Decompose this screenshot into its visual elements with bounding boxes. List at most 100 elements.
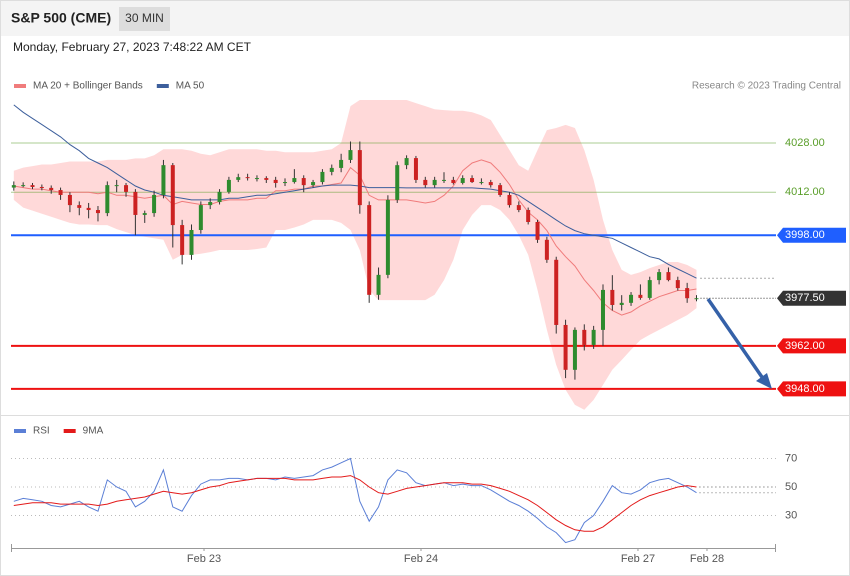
price-tag-label: 4028.00 bbox=[785, 137, 825, 149]
candle-body bbox=[236, 177, 241, 180]
candle-body bbox=[657, 272, 662, 281]
legend-label: RSI bbox=[33, 426, 50, 437]
legend-label: MA 50 bbox=[176, 81, 205, 92]
candle-body bbox=[198, 205, 203, 230]
candle-body bbox=[133, 191, 138, 215]
candle-body bbox=[442, 179, 447, 181]
candle-body bbox=[311, 182, 316, 186]
candle-body bbox=[554, 259, 559, 325]
candle-body bbox=[105, 185, 110, 214]
price-panel: 4028.00 4012.00 3998.00 3962.00 3948.00 3977.… bbox=[11, 81, 846, 565]
candle-body bbox=[367, 205, 372, 295]
candle-body bbox=[348, 150, 353, 160]
candle-body bbox=[647, 280, 652, 298]
candle-body bbox=[675, 280, 680, 289]
price-tag-label: 3977.50 bbox=[785, 292, 825, 304]
legend-label: 9MA bbox=[83, 426, 104, 437]
candle-body bbox=[563, 324, 568, 370]
candle-body bbox=[208, 202, 213, 206]
candle-body bbox=[273, 179, 278, 183]
candle-body bbox=[385, 199, 390, 275]
candle-body bbox=[329, 167, 334, 172]
candle-body bbox=[180, 225, 185, 255]
candle-body bbox=[572, 329, 577, 370]
indicator-line bbox=[13, 475, 697, 532]
price-tag-label: 3998.00 bbox=[785, 229, 825, 241]
y-tick-label: 50 bbox=[785, 481, 797, 493]
candle-body bbox=[460, 178, 465, 183]
interval-box[interactable] bbox=[119, 7, 170, 31]
legend-swatch bbox=[14, 429, 26, 433]
candle-body bbox=[694, 298, 699, 300]
price-tag bbox=[777, 290, 846, 306]
candle-body bbox=[58, 190, 63, 195]
candle-body bbox=[254, 178, 259, 180]
candle-body bbox=[124, 185, 129, 192]
candle-body bbox=[516, 205, 521, 211]
candle-body bbox=[610, 289, 615, 305]
candle-body bbox=[526, 210, 531, 223]
price-tag bbox=[777, 227, 846, 243]
candle-body bbox=[226, 179, 231, 192]
candle-body bbox=[11, 185, 16, 188]
candle-body bbox=[39, 186, 44, 188]
candle-body bbox=[507, 194, 512, 206]
candle-body bbox=[170, 165, 175, 226]
price-tag bbox=[777, 338, 846, 354]
candle-body bbox=[488, 182, 493, 186]
candle-body bbox=[320, 171, 325, 183]
x-tick-label: Feb 28 bbox=[690, 553, 724, 565]
candle-body bbox=[451, 179, 456, 183]
candle-body bbox=[479, 182, 484, 184]
interval[interactable]: 30 MIN bbox=[125, 11, 164, 25]
indicator-line bbox=[13, 457, 697, 544]
x-tick-label: Feb 27 bbox=[621, 553, 655, 565]
candle-body bbox=[67, 194, 72, 206]
candle-body bbox=[245, 177, 250, 179]
y-tick-label: 70 bbox=[785, 452, 797, 464]
candle-body bbox=[217, 191, 222, 203]
price-tag bbox=[777, 381, 846, 397]
price-tag-label: 3948.00 bbox=[785, 383, 825, 395]
candle-body bbox=[432, 179, 437, 186]
candle-body bbox=[142, 213, 147, 215]
credit: Research © 2023 Trading Central bbox=[692, 81, 841, 92]
candle-body bbox=[292, 178, 297, 183]
timestamp: Monday, February 27, 2023 7:48:22 AM CET bbox=[13, 40, 252, 54]
instrument-title: S&P 500 (CME) bbox=[11, 10, 111, 26]
legend-swatch bbox=[63, 429, 76, 433]
candle-body bbox=[77, 205, 82, 208]
forecast-arrowhead bbox=[756, 373, 772, 389]
price-tag-label: 3962.00 bbox=[785, 340, 825, 352]
candle-body bbox=[357, 150, 362, 206]
price-tag-label: 4012.00 bbox=[785, 186, 825, 198]
candle-body bbox=[498, 185, 503, 195]
y-tick-label: 30 bbox=[785, 509, 797, 521]
candle-body bbox=[629, 294, 634, 303]
candle-body bbox=[666, 272, 671, 281]
candle-body bbox=[264, 178, 269, 180]
candle-body bbox=[49, 187, 54, 191]
candle-body bbox=[161, 165, 166, 195]
candle-body bbox=[21, 185, 26, 187]
candle-body bbox=[301, 178, 306, 186]
candle-body bbox=[283, 182, 288, 184]
candle-body bbox=[339, 159, 344, 168]
candle-body bbox=[619, 302, 624, 305]
candle-body bbox=[395, 165, 400, 200]
ma-line bbox=[13, 104, 697, 279]
candle-body bbox=[189, 229, 194, 255]
ma-line bbox=[13, 159, 697, 316]
candle-body bbox=[535, 222, 540, 240]
bollinger-band bbox=[13, 100, 697, 410]
candle-body bbox=[423, 179, 428, 186]
candle-body bbox=[582, 329, 587, 345]
candle-body bbox=[152, 194, 157, 214]
candle-body bbox=[95, 210, 100, 214]
candle-body bbox=[404, 158, 409, 166]
candle-body bbox=[30, 185, 35, 187]
forecast-arrow bbox=[706, 298, 766, 381]
candle-body bbox=[600, 289, 605, 330]
candle-body bbox=[638, 294, 643, 298]
